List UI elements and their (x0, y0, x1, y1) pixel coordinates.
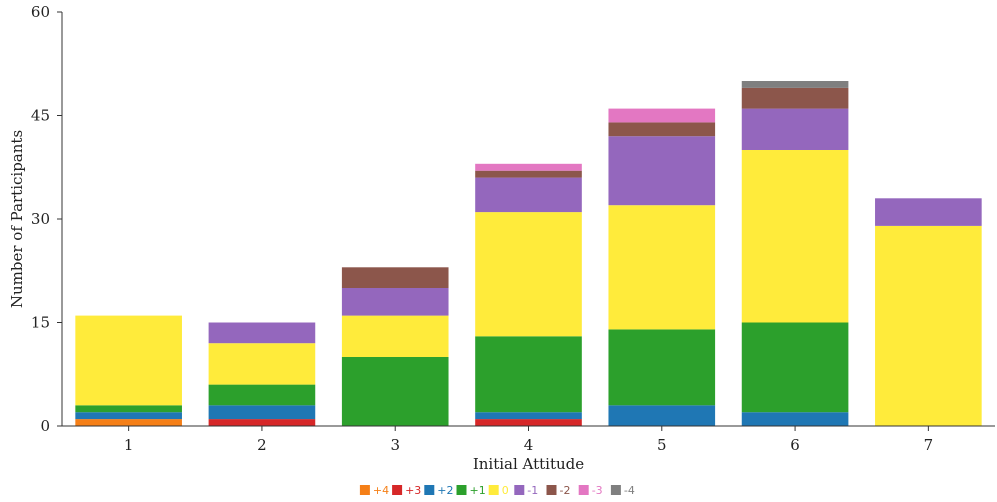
bar-segment-3--2 (341, 267, 449, 288)
bar-segment-2-+3 (208, 419, 316, 426)
bar-segment-6-0 (741, 150, 849, 323)
bar-segment-5--1 (608, 136, 716, 206)
x-tick-label: 7 (924, 436, 934, 454)
bar-segment-5-+1 (608, 329, 716, 406)
legend-label--4: -4 (624, 484, 635, 497)
bar-segment-4-+2 (475, 412, 582, 420)
bar-segment-3-+1 (341, 357, 449, 426)
bar-segment-1-+1 (75, 405, 182, 413)
y-tick-label: 45 (31, 107, 50, 125)
x-tick-label: 3 (390, 436, 400, 454)
bar-segment-5--2 (608, 122, 716, 137)
legend-swatch--2 (546, 485, 557, 495)
legend-swatch--3 (578, 485, 589, 495)
bars-group (75, 81, 982, 426)
bar-segment-5-0 (608, 205, 716, 330)
bar-segment-3--1 (341, 288, 449, 316)
x-tick-label: 6 (790, 436, 800, 454)
legend-label--1: -1 (527, 484, 538, 497)
x-tick-label: 5 (657, 436, 667, 454)
bar-segment-4--3 (475, 163, 582, 171)
legend-label-+2: +2 (437, 484, 453, 497)
legend-label--3: -3 (592, 484, 603, 497)
legend: +4 +3 +2 +1 0 -1 -2 -3 -4 (359, 484, 635, 497)
bar-segment-2-+1 (208, 384, 316, 406)
legend-swatch-+2 (424, 485, 435, 495)
bar-segment-1-0 (75, 315, 182, 406)
x-tick-label: 2 (257, 436, 267, 454)
y-tick-label: 60 (31, 3, 50, 21)
y-tick-label: 0 (40, 417, 50, 435)
x-tick-label: 1 (124, 436, 134, 454)
bar-segment-5--3 (608, 108, 716, 123)
legend-swatch--1 (514, 485, 525, 495)
legend-swatch-+4 (359, 485, 370, 495)
x-axis-title: Initial Attitude (473, 455, 584, 473)
x-axis-ticks: 1 2 3 4 5 6 7 (124, 426, 933, 454)
bar-segment-5-+2 (608, 405, 716, 426)
bar-segment-1-+2 (75, 412, 182, 420)
y-axis-title: Number of Participants (8, 130, 26, 308)
y-tick-label: 15 (31, 314, 50, 332)
legend-label-0: 0 (502, 484, 509, 497)
bar-segment-6--4 (741, 81, 849, 88)
legend-label--2: -2 (560, 484, 571, 497)
bar-segment-4--2 (475, 170, 582, 178)
legend-label-+1: +1 (470, 484, 486, 497)
x-tick-label: 4 (524, 436, 534, 454)
legend-swatch-0 (488, 485, 499, 495)
legend-swatch-+1 (456, 485, 467, 495)
bar-segment-7--1 (875, 198, 982, 226)
bar-segment-4-+3 (475, 419, 582, 426)
bar-segment-6--2 (741, 87, 849, 109)
legend-swatch--4 (610, 485, 621, 495)
legend-label-+3: +3 (405, 484, 421, 497)
legend-label-+4: +4 (373, 484, 389, 497)
bar-segment-6-+1 (741, 322, 849, 413)
bar-segment-1-+4 (75, 419, 182, 426)
y-tick-label: 30 (31, 210, 50, 228)
bar-segment-2-+2 (208, 405, 316, 420)
bar-segment-4--1 (475, 177, 582, 213)
bar-segment-6-+2 (741, 412, 849, 426)
bar-segment-2-0 (208, 343, 316, 385)
bar-segment-2--1 (208, 322, 316, 344)
bar-segment-7-0 (875, 225, 982, 426)
bar-segment-3-0 (341, 315, 449, 357)
bar-segment-4-0 (475, 212, 582, 337)
y-axis-ticks: 0 15 30 45 60 (31, 3, 62, 435)
legend-swatch-+3 (392, 485, 403, 495)
bar-segment-4-+1 (475, 336, 582, 413)
bar-segment-6--1 (741, 108, 849, 150)
